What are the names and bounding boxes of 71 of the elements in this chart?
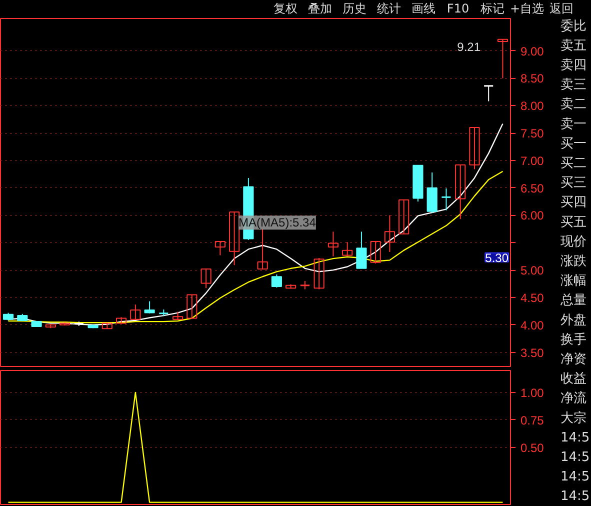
candlestick <box>328 231 339 257</box>
text: 卖四 <box>560 58 586 73</box>
text: 买二 <box>560 156 586 171</box>
candlestick <box>214 241 226 256</box>
text: 历史 <box>342 2 366 16</box>
candlestick <box>186 294 198 320</box>
text: 外盘 <box>560 312 586 328</box>
y-tick-label: 1.00 <box>520 386 544 400</box>
text: 现价 <box>560 234 586 250</box>
text: 14:5 <box>560 430 590 446</box>
candlestick <box>144 300 155 314</box>
text: 复权 <box>274 2 298 16</box>
text: 买一 <box>560 136 586 152</box>
y-tick-label: 4.50 <box>520 290 544 305</box>
y-tick-label: 8.50 <box>520 72 544 86</box>
y-tick-label: 6.50 <box>520 181 544 196</box>
annotation: 9.21 <box>457 40 481 54</box>
text: 14:5 <box>560 489 590 504</box>
candlestick <box>356 231 367 269</box>
candlestick <box>426 172 438 214</box>
candlestick <box>342 242 353 257</box>
text: 大宗 <box>560 410 586 426</box>
text: F10 <box>446 2 470 16</box>
candlestick <box>483 85 494 102</box>
text: 涨跌 <box>560 254 586 269</box>
text: 14:5 <box>560 450 590 465</box>
annotation: 5.30 <box>485 250 509 265</box>
candlestick <box>398 199 410 235</box>
text: 画线 <box>412 2 436 16</box>
y-tick-label: 0.50 <box>520 440 544 455</box>
text: 买四 <box>560 195 586 210</box>
text: 标记 <box>480 2 504 16</box>
text: 卖一 <box>560 116 586 132</box>
y-tick-label: 0.75 <box>520 413 544 428</box>
candlestick <box>384 214 396 252</box>
text: 卖三 <box>560 78 586 93</box>
candlestick <box>314 257 324 290</box>
text: 净流 <box>560 390 586 406</box>
text: 涨幅 <box>560 274 586 289</box>
text: 净资 <box>560 352 586 367</box>
candlestick <box>455 164 466 220</box>
text: 总量 <box>560 293 586 308</box>
candlestick <box>130 304 141 320</box>
y-tick-label: 5.00 <box>520 264 544 278</box>
candlestick <box>200 268 212 289</box>
candlestick <box>469 127 480 170</box>
text: 换手 <box>560 332 586 348</box>
text: 统计 <box>377 2 401 16</box>
candlestick <box>440 188 452 211</box>
y-tick-label: 4.00 <box>520 318 544 332</box>
text: 卖二 <box>560 97 586 112</box>
y-tick-label: 8.00 <box>520 99 544 114</box>
y-tick-label: 9.00 <box>520 44 544 58</box>
text: +自选 <box>510 2 544 16</box>
text: 返回 <box>550 2 574 16</box>
text: 收益 <box>560 372 586 387</box>
text: 卖五 <box>560 38 586 54</box>
y-tick-label: 3.50 <box>520 346 544 360</box>
text: 买五 <box>560 214 586 230</box>
candlestick <box>257 228 268 270</box>
text: 14:5 <box>560 470 590 485</box>
text: 委比 <box>560 18 586 34</box>
y-tick-label: 6.00 <box>520 208 544 223</box>
text: 叠加 <box>308 2 332 16</box>
text: 买三 <box>560 176 586 191</box>
y-tick-label: 7.00 <box>520 154 544 168</box>
candlestick <box>497 38 508 79</box>
annotation: MA(MA5):5.34 <box>238 216 316 230</box>
candlestick <box>271 274 282 288</box>
y-tick-label: 7.50 <box>520 126 544 141</box>
candlestick <box>370 241 381 264</box>
